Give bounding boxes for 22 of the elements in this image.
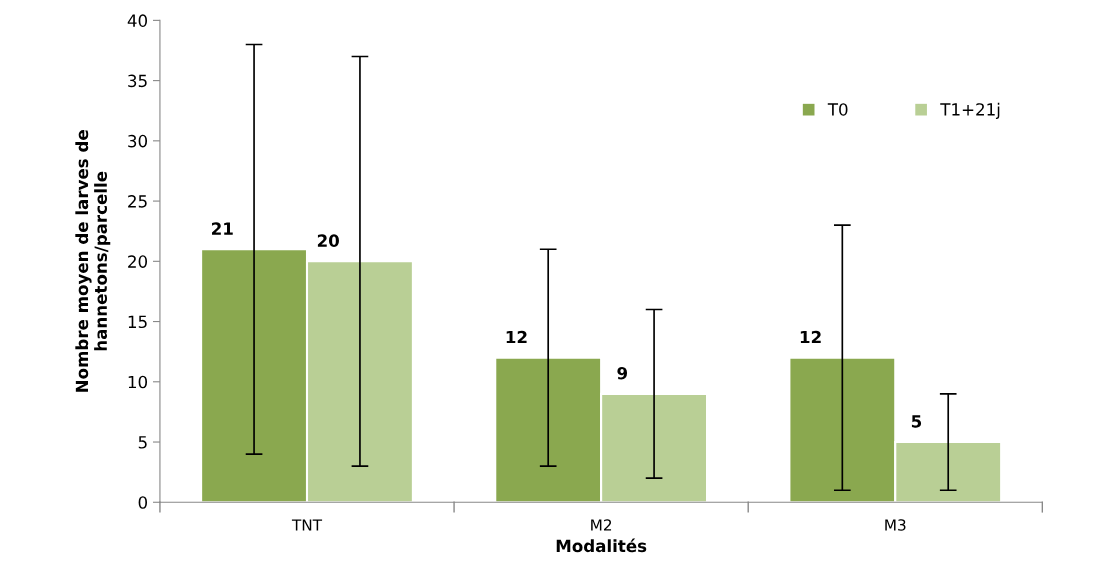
y-tick-label: 20 xyxy=(128,255,148,268)
y-tick-label: 0 xyxy=(138,496,148,509)
y-tick-label: 15 xyxy=(128,315,147,329)
data-label: 12 xyxy=(506,330,527,344)
x-tick-label: M3 xyxy=(885,519,906,531)
y-tick-label: 40 xyxy=(127,14,148,27)
data-label: 5 xyxy=(911,415,922,428)
legend-label: T0 xyxy=(827,103,848,116)
x-tick-label: M2 xyxy=(591,519,612,531)
x-tick-label: TNT xyxy=(291,519,323,531)
y-tick-label: 35 xyxy=(128,74,147,88)
y-tick-label: 5 xyxy=(138,436,147,449)
y-tick-label: 10 xyxy=(128,375,148,389)
legend-label: T1+21j xyxy=(940,102,1000,119)
y-tick-label: 25 xyxy=(128,195,147,208)
y-tick-label: 30 xyxy=(128,134,148,148)
data-label: 20 xyxy=(317,234,339,247)
x-axis-title: Modalités xyxy=(556,538,647,553)
data-label: 21 xyxy=(212,222,233,235)
y-axis-title: Nombre moyen de larves de hannetons/parcelle xyxy=(75,130,111,392)
data-label: 9 xyxy=(617,366,628,380)
data-label: 12 xyxy=(800,330,821,344)
